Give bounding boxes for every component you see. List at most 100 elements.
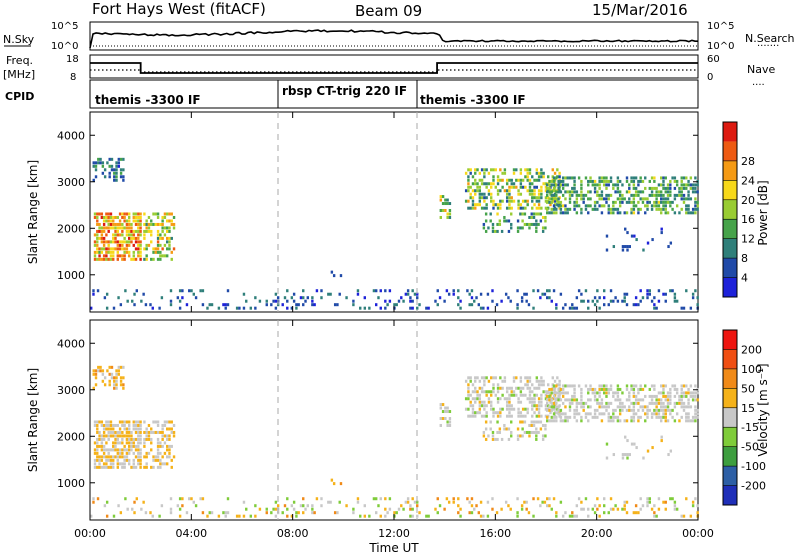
power-cell (137, 226, 140, 230)
velocity-cell (258, 507, 262, 511)
velocity-cell (532, 514, 535, 518)
velocity-cell (639, 497, 642, 501)
velocity-cell (531, 414, 534, 418)
velocity-cell (614, 391, 617, 395)
velocity-cell (503, 379, 507, 383)
power-cell (112, 254, 115, 258)
power-cell (499, 168, 502, 172)
power-cell (485, 206, 488, 210)
velocity-cell (625, 500, 629, 504)
velocity-cell (685, 419, 688, 423)
power-cell (535, 219, 538, 223)
power-cell (639, 299, 642, 303)
velocity-cell (623, 419, 626, 423)
power-cell (655, 204, 658, 208)
power-colorbar-label: Power [dB] (756, 180, 770, 245)
velocity-cell (123, 455, 126, 459)
power-cell (614, 190, 617, 194)
power-cell (178, 289, 182, 293)
power-cell (598, 176, 601, 180)
velocity-cell (680, 394, 683, 398)
power-cell (178, 299, 182, 303)
power-cell (110, 157, 114, 161)
velocity-cell (548, 394, 551, 398)
power-cell (505, 182, 509, 186)
power-cell (379, 289, 382, 293)
velocity-cell (582, 507, 585, 511)
velocity-cell (154, 420, 157, 424)
velocity-cell (541, 437, 545, 441)
velocity-cell (657, 401, 661, 405)
velocity-cell (485, 393, 488, 397)
power-cell (105, 215, 108, 219)
velocity-cell (603, 511, 606, 515)
power-cell (143, 257, 146, 261)
power-cell (666, 211, 670, 215)
colorbar-swatch (723, 258, 737, 278)
power-cell (338, 292, 341, 296)
velocity-cell (100, 465, 104, 469)
power-cell (96, 240, 99, 244)
power-cell (128, 243, 131, 247)
velocity-cell (134, 420, 138, 424)
velocity-cell (614, 408, 617, 412)
velocity-cell (537, 414, 541, 418)
power-cell (444, 198, 447, 202)
velocity-cell (626, 439, 629, 443)
velocity-cell (556, 407, 559, 411)
power-cell (122, 178, 125, 182)
power-cell (132, 236, 135, 240)
power-cell (612, 183, 615, 187)
velocity-cell (115, 376, 118, 380)
colorbar-tick-label: 4 (741, 272, 748, 285)
velocity-cell (609, 419, 613, 423)
velocity-cell (557, 412, 560, 416)
velocity-cell (411, 507, 414, 511)
power-cell (512, 199, 516, 203)
velocity-cell (504, 500, 508, 504)
velocity-cell (664, 394, 667, 398)
velocity-cell (561, 384, 565, 388)
velocity-cell (544, 423, 547, 427)
power-cell (102, 226, 106, 230)
velocity-cell (528, 400, 532, 404)
velocity-cell (163, 420, 167, 424)
power-cell (573, 183, 576, 187)
velocity-cell (605, 387, 608, 391)
power-cell (484, 212, 488, 216)
power-cell (139, 254, 142, 258)
power-cell (517, 203, 520, 207)
velocity-cell (687, 391, 690, 395)
power-cell (680, 190, 683, 194)
velocity-cell (559, 500, 563, 504)
velocity-cell (526, 407, 529, 411)
power-cell (582, 193, 585, 197)
power-cell (531, 199, 534, 203)
velocity-cell (483, 376, 486, 380)
power-cell (678, 186, 681, 190)
power-cell (161, 229, 164, 233)
velocity-cell (571, 398, 574, 402)
velocity-cell (580, 401, 583, 405)
velocity-cell (479, 500, 483, 504)
noise-right-tick-top: 10^5 (707, 21, 734, 32)
power-cell (109, 257, 113, 261)
velocity-cell (101, 379, 105, 383)
velocity-cell (566, 398, 569, 402)
power-cell (596, 299, 599, 303)
power-cell (552, 186, 556, 190)
power-cell (623, 292, 626, 296)
velocity-cell (107, 465, 110, 469)
velocity-cell (505, 427, 508, 431)
velocity-cell (524, 393, 527, 397)
velocity-cell (625, 419, 629, 423)
power-cell (112, 236, 115, 240)
velocity-cell (490, 404, 493, 408)
velocity-cell (117, 372, 121, 376)
power-cell (448, 202, 452, 206)
power-cell (134, 229, 138, 233)
power-cell (644, 204, 647, 208)
power-cell (105, 233, 108, 237)
velocity-cell (333, 511, 337, 515)
